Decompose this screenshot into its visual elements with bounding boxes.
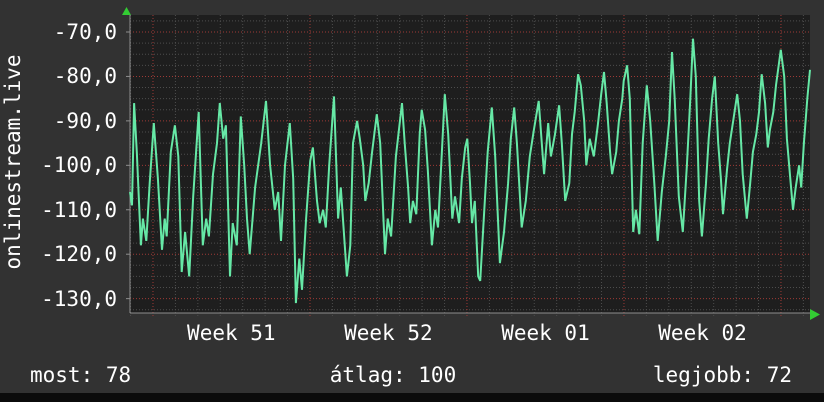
stat-most-label: most: (30, 363, 94, 387)
stat-legjobb-label: legjobb: (652, 363, 755, 387)
stat-most-value: 78 (105, 363, 132, 387)
x-axis-arrow-icon (810, 309, 820, 320)
series-line (129, 38, 811, 304)
stat-atlag-value: 100 (418, 363, 457, 387)
stat-atlag: átlag: 100 (330, 364, 456, 386)
stat-legjobb-value: 72 (766, 363, 792, 387)
stat-most: most: 78 (30, 364, 131, 386)
y-axis-label: -120,0 (41, 242, 117, 267)
y-axis-label: -130,0 (41, 286, 117, 311)
y-axis-arrow-icon (122, 7, 131, 15)
y-axis-label: -90,0 (53, 108, 117, 133)
stat-legjobb: legjobb: 72 (653, 364, 792, 386)
stat-atlag-label: átlag: (329, 363, 406, 387)
y-axis-label: -110,0 (41, 197, 117, 222)
y-axis-label: -70,0 (53, 20, 117, 44)
window-edge (0, 393, 824, 402)
x-axis-label: Week 02 (658, 321, 747, 345)
x-axis-label: Week 52 (344, 321, 433, 345)
x-axis-label: Week 01 (501, 321, 590, 345)
y-axis-label: -80,0 (53, 64, 117, 89)
y-axis-label: -100,0 (41, 153, 117, 178)
x-axis-label: Week 51 (187, 321, 276, 345)
